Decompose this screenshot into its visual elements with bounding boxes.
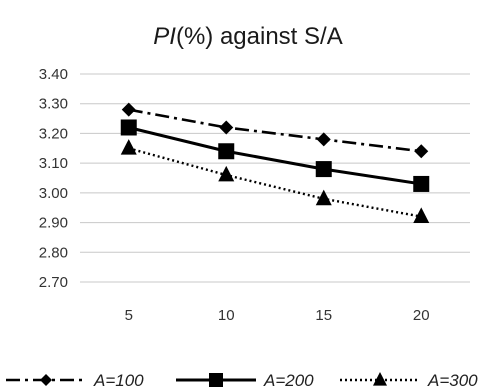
- y-tick-label: 3.00: [39, 185, 68, 202]
- y-tick-label: 3.10: [39, 155, 68, 172]
- legend-label: A=100: [93, 371, 144, 390]
- square-marker: [120, 119, 137, 136]
- gridlines: [80, 73, 470, 283]
- diamond-marker: [316, 132, 331, 147]
- series-line: [128, 147, 422, 218]
- square-marker: [209, 373, 223, 387]
- diamond-marker: [414, 144, 429, 159]
- triangle-marker: [373, 371, 387, 386]
- series: [120, 102, 430, 224]
- series-3: [120, 139, 430, 224]
- x-tick-label: 15: [315, 307, 332, 324]
- x-tick-label: 20: [413, 307, 430, 324]
- series-line: [128, 108, 422, 153]
- legend-item: A=200: [176, 371, 314, 390]
- x-axis-ticks: 5 10 15 20: [125, 307, 430, 324]
- legend-label: A=300: [427, 371, 478, 390]
- y-axis-ticks: 3.40 3.30 3.20 3.10 3.00 2.90 2.80 2.70: [39, 66, 68, 291]
- square-marker: [218, 143, 235, 160]
- y-tick-label: 2.70: [39, 274, 68, 291]
- diamond-marker: [219, 120, 234, 135]
- y-tick-label: 3.20: [39, 125, 68, 142]
- triangle-marker: [413, 207, 430, 224]
- y-tick-label: 3.30: [39, 96, 68, 113]
- y-tick-label: 2.90: [39, 215, 68, 232]
- x-tick-label: 5: [125, 307, 133, 324]
- triangle-marker: [315, 189, 332, 206]
- legend: A=100 A=200 A=300: [6, 371, 478, 390]
- chart-title-italic: PI: [153, 23, 176, 50]
- diamond-marker: [121, 102, 136, 117]
- legend-item: A=100: [6, 371, 144, 390]
- chart-title: PI(%) against S/A: [153, 23, 342, 50]
- triangle-marker: [120, 139, 137, 155]
- y-tick-label: 2.80: [39, 244, 68, 261]
- legend-item: A=300: [340, 371, 478, 390]
- x-tick-label: 10: [218, 307, 235, 324]
- square-marker: [315, 161, 332, 178]
- chart-title-rest: (%) against S/A: [176, 23, 343, 50]
- series-1: [121, 102, 429, 159]
- y-tick-label: 3.40: [39, 66, 68, 83]
- series-2: [120, 119, 430, 192]
- square-marker: [413, 175, 430, 192]
- series-line: [128, 126, 422, 186]
- triangle-marker: [218, 165, 235, 182]
- diamond-marker: [40, 374, 52, 386]
- legend-label: A=200: [263, 371, 314, 390]
